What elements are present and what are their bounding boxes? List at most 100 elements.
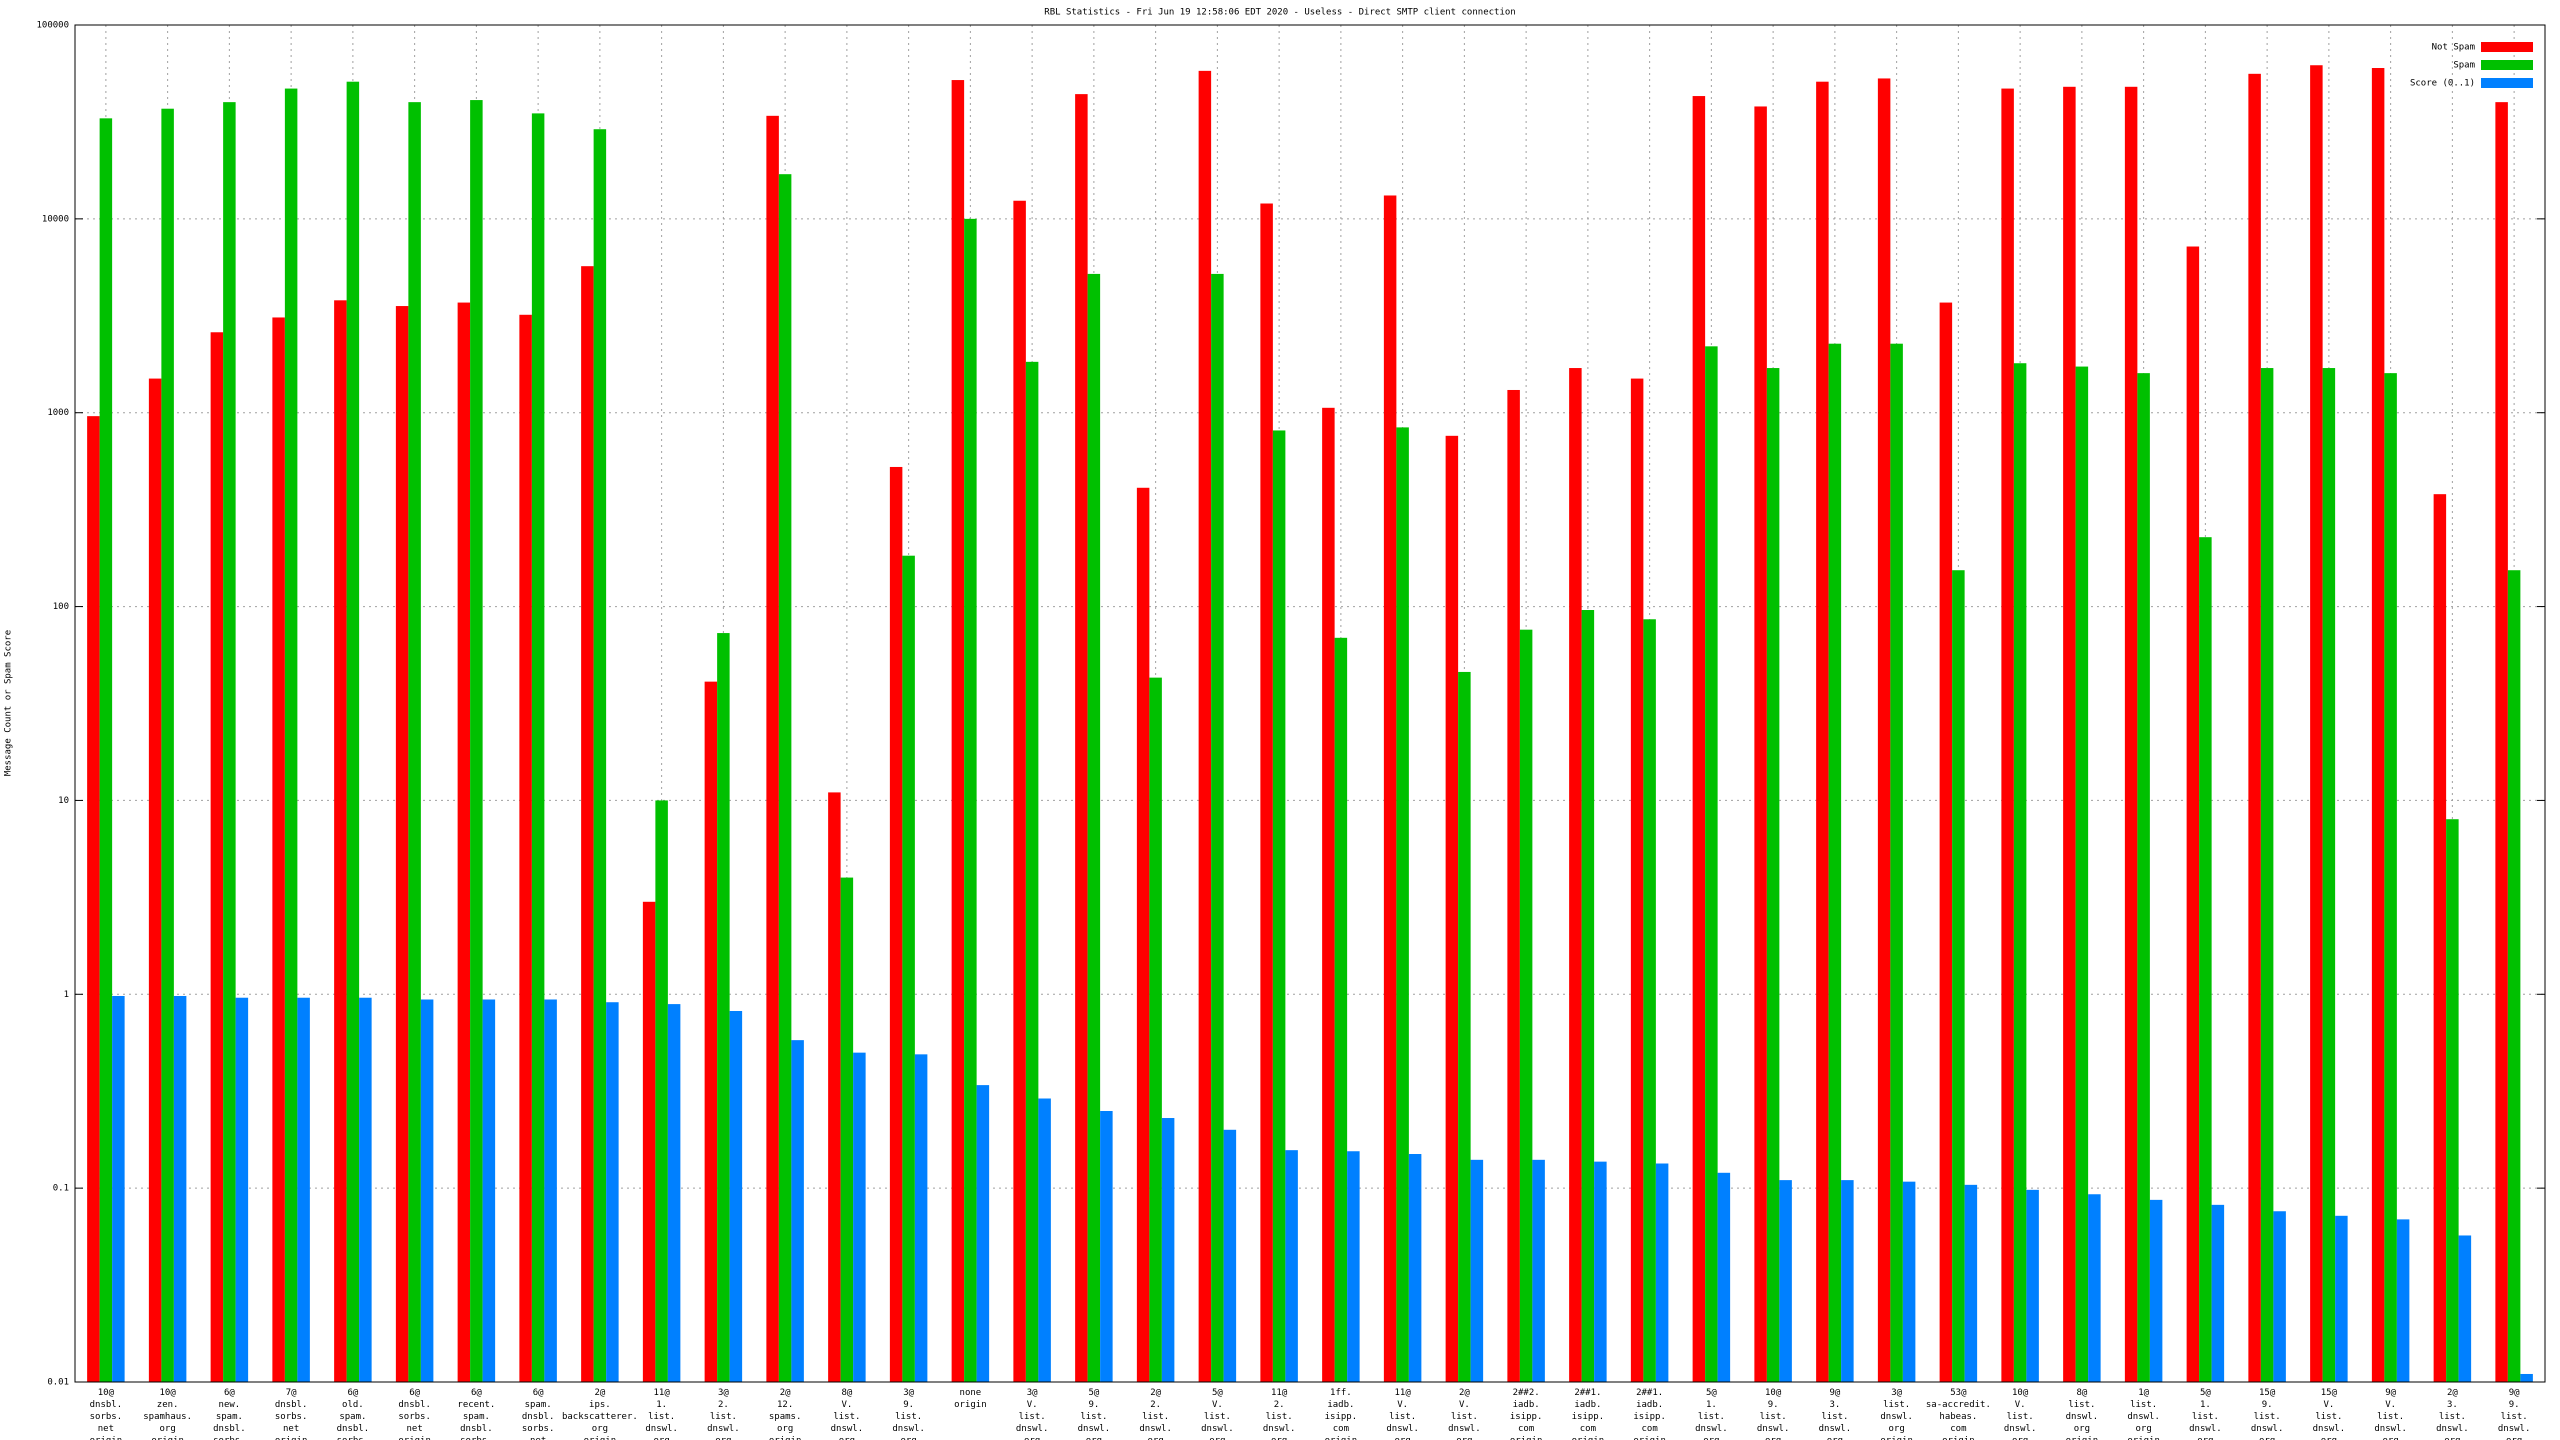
legend-swatch [2481, 42, 2533, 52]
x-tick-label: 3@ list. dnswl. org origin [1880, 1388, 1913, 1440]
bar [2322, 368, 2336, 1382]
bar [112, 995, 125, 1382]
x-tick-label-line: list. [1451, 1412, 1478, 1422]
x-tick-label-line: list. [1389, 1412, 1416, 1422]
x-tick-label-line: 10@ [98, 1388, 115, 1398]
x-tick-label-line: 1. [1706, 1400, 1717, 1410]
x-tick-label: none origin [954, 1388, 987, 1410]
bar [1198, 70, 1212, 1382]
x-tick-label-line: 2##1. [1574, 1388, 1601, 1398]
x-tick-label-line: list. [710, 1412, 737, 1422]
x-tick-label-line: dnswl. [2251, 1424, 2284, 1434]
x-tick-label-line: 2##2. [1513, 1388, 1540, 1398]
x-tick-label: 11@2.list.dnswl.orgorigin [1263, 1388, 1296, 1440]
bar [1136, 487, 1150, 1382]
x-tick-label-line: 2@ [780, 1388, 791, 1398]
x-tick-label-line: spam. [463, 1412, 490, 1422]
bar [1223, 1129, 1237, 1382]
x-tick-label-line: list. [1698, 1412, 1725, 1422]
x-tick-label-line: dnswl. [1819, 1424, 1852, 1434]
x-tick-label: 2##1. iadb. isipp. com origin [1633, 1388, 1666, 1440]
x-tick-label-line: 5@ [1706, 1388, 1717, 1398]
bar [1643, 619, 1656, 1382]
bar [1025, 361, 1039, 1382]
x-tick-label-line: 9@ [1829, 1388, 1840, 1398]
x-tick-label-line: origin [1325, 1436, 1358, 1440]
x-tick-label-line: sorbs. [90, 1412, 123, 1422]
x-tick-label-line: org [653, 1436, 669, 1440]
x-tick-label-line: org [2506, 1436, 2522, 1440]
x-tick-label-line: 2##1. [1636, 1388, 1663, 1398]
x-tick-label-line: dnswl. [2189, 1424, 2222, 1434]
bar [828, 792, 841, 1382]
x-tick-label-line: org [1456, 1436, 1472, 1440]
x-tick-label-line: 5@ [1088, 1388, 1099, 1398]
x-tick-label-line: net [98, 1424, 114, 1434]
x-tick-label-line: dnswl. [1880, 1412, 1913, 1422]
x-tick-label: 6@ dnsbl. sorbs. net origin [398, 1388, 431, 1440]
x-tick-label-line: 9. [903, 1400, 914, 1410]
bar [99, 118, 113, 1383]
x-tick-label-line: sa-accredit. [1926, 1400, 1991, 1410]
x-tick-label: 10@V.list.dnswl.orgorigin [2004, 1388, 2037, 1440]
x-tick-label-line: dnsbl. [398, 1400, 431, 1410]
x-tick-label-line: old. [342, 1400, 364, 1410]
x-tick-label-line: 6@ [471, 1388, 482, 1398]
x-tick-label-line: zen. [157, 1400, 179, 1410]
x-tick-label: 5@1.list.dnswl.orgorigin [2189, 1388, 2222, 1440]
x-tick-label-line: sorbs. [522, 1424, 555, 1434]
x-tick-label-line: origin [1942, 1436, 1975, 1440]
y-tick-label: 1000 [47, 408, 69, 418]
x-tick-label-line: dnswl. [2066, 1412, 2099, 1422]
x-tick-label-line: dnswl. [2313, 1424, 2346, 1434]
x-tick-label-line: org [2074, 1424, 2090, 1434]
x-tick-label-line: 2@ [594, 1388, 605, 1398]
x-tick-label: 2##2. iadb. isipp. com origin [1510, 1388, 1543, 1440]
bar [667, 1004, 681, 1382]
y-tick-label: 10000 [42, 214, 69, 224]
x-tick-label-line: origin [2127, 1436, 2160, 1440]
bar [1013, 200, 1026, 1382]
x-tick-label-line: list. [1821, 1412, 1848, 1422]
bar [173, 995, 187, 1382]
bar [408, 102, 421, 1382]
x-tick-label-line: 1@ [2138, 1388, 2149, 1398]
x-tick-label-line: list. [2377, 1412, 2404, 1422]
x-tick-label-line: 2@ [1150, 1388, 1161, 1398]
x-tick-label-line: list. [2501, 1412, 2528, 1422]
x-tick-label-line: new. [219, 1400, 241, 1410]
x-tick-label: 53@ sa-accredit. habeas. com origin [1926, 1388, 1991, 1440]
x-tick-label-line: origin [1880, 1436, 1913, 1440]
bar [87, 416, 100, 1382]
x-tick-label-line: 3@ [718, 1388, 729, 1398]
x-tick-label: 2@3.list.dnswl.orgorigin [2436, 1388, 2469, 1440]
x-tick-label-line: iadb. [1513, 1400, 1540, 1410]
bar [791, 1040, 804, 1382]
legend-label: Spam [2453, 61, 2475, 71]
bar [2124, 86, 2138, 1382]
x-tick-label-line: org [2135, 1424, 2151, 1434]
bar [853, 1052, 866, 1382]
bar [1532, 1159, 1545, 1382]
x-tick-label-line: sorbs. [275, 1412, 308, 1422]
x-tick-label-line: org [1086, 1436, 1102, 1440]
bar [2458, 1235, 2472, 1382]
x-tick-label: 8@V.list.dnswl.orgorigin [831, 1388, 864, 1440]
x-tick-label-line: sorbs. [398, 1412, 431, 1422]
x-tick-label-line: recent. [457, 1400, 495, 1410]
x-tick-label-line: 11@ [1394, 1388, 1411, 1398]
x-tick-label-line: spamhaus. [143, 1412, 192, 1422]
bar [1877, 78, 1891, 1383]
bar [2063, 86, 2076, 1382]
x-tick-label-line: iadb. [1636, 1400, 1663, 1410]
x-tick-label-line: list. [2315, 1412, 2342, 1422]
x-tick-label-line: dnswl. [2498, 1424, 2531, 1434]
x-tick-label-line: list. [2068, 1400, 2095, 1410]
x-tick-label-line: 6@ [409, 1388, 420, 1398]
bar [2137, 373, 2150, 1382]
x-tick-label-line: 3@ [1027, 1388, 1038, 1398]
x-tick-label-line: list. [1142, 1412, 1169, 1422]
x-tick-label-line: spam. [525, 1400, 552, 1410]
x-tick-label-line: 15@ [2259, 1388, 2276, 1398]
x-tick-label-line: dnsbl. [213, 1424, 246, 1434]
